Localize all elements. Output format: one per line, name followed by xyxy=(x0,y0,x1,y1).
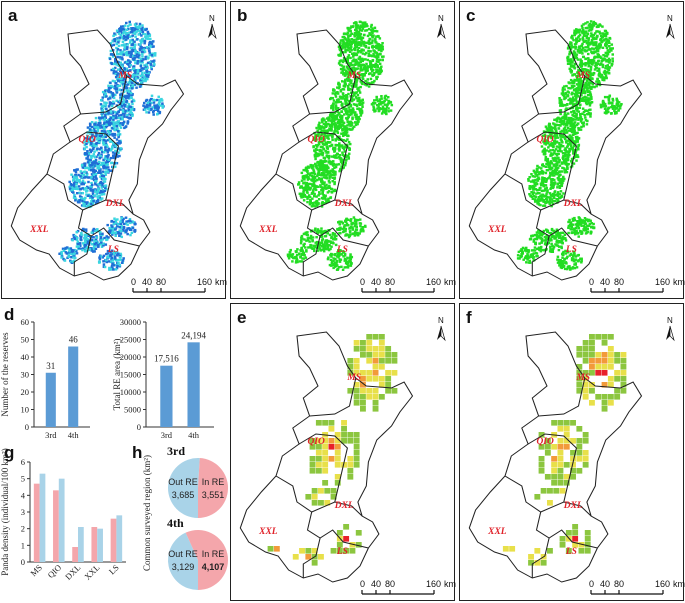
panel-b: b xyxy=(230,1,455,299)
panel-label: f xyxy=(466,308,472,327)
panel-label: c xyxy=(466,6,476,25)
panel-a: a xyxy=(1,1,226,299)
panel-c: c xyxy=(459,1,684,299)
panel-label: e xyxy=(237,308,247,327)
panel-label: g xyxy=(4,443,15,462)
panel-label: d xyxy=(4,305,15,324)
panel-e: e xyxy=(230,303,455,601)
panel-label: a xyxy=(8,6,18,25)
panel-g: g xyxy=(0,443,130,601)
panel-label: b xyxy=(237,6,248,25)
panel-h: h xyxy=(130,443,228,601)
panel-f: f xyxy=(459,303,684,601)
panel-label: h xyxy=(132,443,143,462)
panel-d: d xyxy=(0,303,228,443)
